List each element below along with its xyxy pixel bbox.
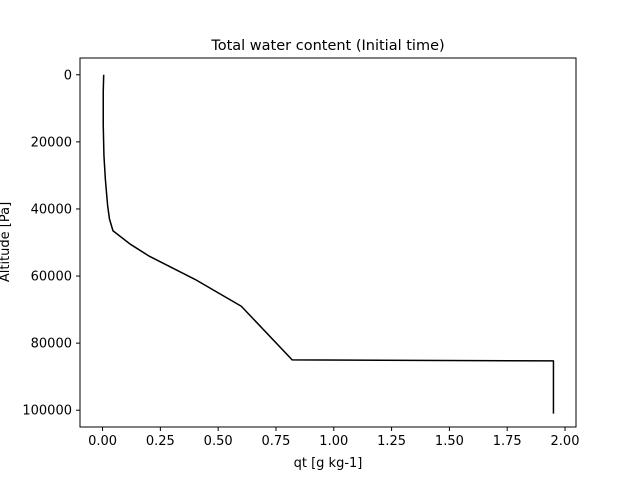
x-tick-label: 1.00: [319, 434, 348, 449]
x-tick-label: 2.00: [551, 434, 580, 449]
y-tick-label: 0: [64, 68, 72, 83]
x-tick-label: 1.75: [493, 434, 522, 449]
x-tick-label: 0.00: [88, 434, 117, 449]
y-tick-label: 20000: [31, 135, 72, 150]
x-axis-label: qt [g kg-1]: [294, 456, 363, 471]
series-line: [102, 74, 555, 414]
x-tick-label: 0.75: [261, 434, 290, 449]
plot-area: [80, 58, 576, 427]
y-tick-label: 60000: [31, 270, 72, 285]
ticks: 0.00 0.25 0.50 0.75 1.00 1.25 1.50 1.75 2.00 0 200…: [22, 68, 579, 449]
x-tick-label: 1.25: [377, 434, 406, 449]
plot-frame: [79, 57, 577, 428]
chart-title: Total water content (Initial time): [210, 38, 444, 54]
x-tick-label: 0.25: [146, 434, 175, 449]
x-tick-label: 0.50: [204, 434, 233, 449]
series-group: [102, 74, 555, 414]
y-tick-label: 80000: [31, 337, 72, 352]
y-tick-label: 100000: [22, 404, 72, 419]
x-tick-label: 1.50: [435, 434, 464, 449]
y-tick-label: 40000: [31, 202, 72, 217]
y-axis-label: Altitude [Pa]: [0, 202, 13, 282]
